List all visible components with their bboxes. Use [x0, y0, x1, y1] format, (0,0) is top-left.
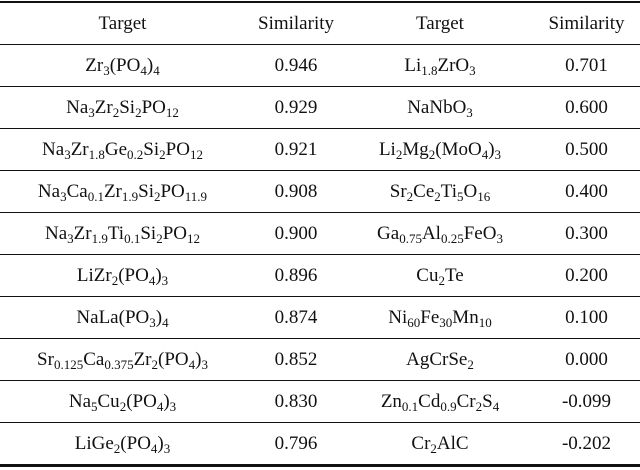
similarity-value: -0.202: [561, 432, 612, 454]
similarity-value: 0.921: [274, 138, 318, 160]
target-formula: NaNbO3: [407, 96, 473, 120]
table-row: NaLa(PO3)4 0.874 Ni60Fe30Mn10 0.100: [0, 297, 640, 339]
target-formula: Na5Cu2(PO4)3: [68, 390, 177, 414]
table-row: Na3Zr1.9Ti0.1Si2PO12 0.900 Ga0.75Al0.25FeO…: [0, 213, 640, 255]
target-formula: Na3Zr1.8Ge0.2Si2PO12: [42, 138, 203, 162]
similarity-value: 0.874: [274, 306, 318, 328]
similarity-value: 0.830: [274, 390, 318, 412]
table-row: Zr3(PO4)4 0.946 Li1.8ZrO3 0.701: [0, 45, 640, 87]
target-formula: Ni60Fe30Mn10: [388, 306, 492, 330]
column-header: Target: [416, 12, 464, 34]
target-formula: AgCrSe2: [406, 348, 474, 372]
target-formula: LiGe2(PO4)3: [74, 432, 171, 456]
similarity-value: 0.300: [565, 222, 608, 244]
target-formula: Sr0.125Ca0.375Zr2(PO4)3: [37, 348, 208, 372]
similarity-value: 0.600: [565, 96, 608, 118]
target-formula: Na3Zr2Si2PO12: [66, 96, 179, 120]
target-formula: LiZr2(PO4)3: [76, 264, 169, 288]
target-formula: Cu2Te: [416, 264, 464, 288]
similarity-value: 0.500: [565, 138, 608, 160]
table-row: LiGe2(PO4)3 0.796 Cr2AlC -0.202: [0, 423, 640, 466]
similarity-value: 0.946: [274, 54, 318, 76]
similarity-value: 0.701: [565, 54, 608, 76]
table-row: Na3Zr2Si2PO12 0.929 NaNbO3 0.600: [0, 87, 640, 129]
similarity-value: -0.099: [561, 390, 612, 412]
table-row: Na3Ca0.1Zr1.9Si2PO11.9 0.908 Sr2Ce2Ti5O16 0…: [0, 171, 640, 213]
target-formula: Na3Ca0.1Zr1.9Si2PO11.9: [37, 180, 208, 204]
target-formula: Ga0.75Al0.25FeO3: [377, 222, 503, 246]
target-formula: Cr2AlC: [411, 432, 469, 456]
table-row: Sr0.125Ca0.375Zr2(PO4)3 0.852 AgCrSe2 0.000: [0, 339, 640, 381]
table-row: LiZr2(PO4)3 0.896 Cu2Te 0.200: [0, 255, 640, 297]
table-body: Zr3(PO4)4 0.946 Li1.8ZrO3 0.701 Na3Zr2Si2PO1…: [0, 45, 640, 466]
target-formula: Li1.8ZrO3: [404, 54, 476, 78]
target-formula: NaLa(PO3)4: [76, 306, 169, 330]
target-formula: Li2Mg2(MoO4)3: [378, 138, 502, 162]
similarity-value: 0.100: [565, 306, 608, 328]
column-header: Similarity: [258, 12, 334, 34]
similarity-value: 0.796: [274, 432, 318, 454]
target-formula: Sr2Ce2Ti5O16: [389, 180, 491, 204]
similarity-value: 0.908: [274, 180, 318, 202]
similarity-value: 0.852: [274, 348, 318, 370]
similarity-value: 0.900: [274, 222, 318, 244]
column-header: Target: [98, 12, 147, 34]
column-header: Similarity: [548, 12, 625, 34]
target-formula: Zn0.1Cd0.9Cr2S4: [380, 390, 500, 414]
similarity-value: 0.200: [565, 264, 608, 286]
table-row: Na5Cu2(PO4)3 0.830 Zn0.1Cd0.9Cr2S4 -0.099: [0, 381, 640, 423]
similarity-value: 0.929: [274, 96, 318, 118]
target-formula: Na3Zr1.9Ti0.1Si2PO12: [45, 222, 200, 246]
similarity-value: 0.896: [274, 264, 318, 286]
target-formula: Zr3(PO4)4: [85, 54, 160, 78]
similarity-value: 0.000: [565, 348, 608, 370]
similarity-value: 0.400: [565, 180, 608, 202]
table-row: Na3Zr1.8Ge0.2Si2PO12 0.921 Li2Mg2(MoO4)3 0.…: [0, 129, 640, 171]
header-row: Target Similarity Target Similarity: [0, 2, 640, 45]
